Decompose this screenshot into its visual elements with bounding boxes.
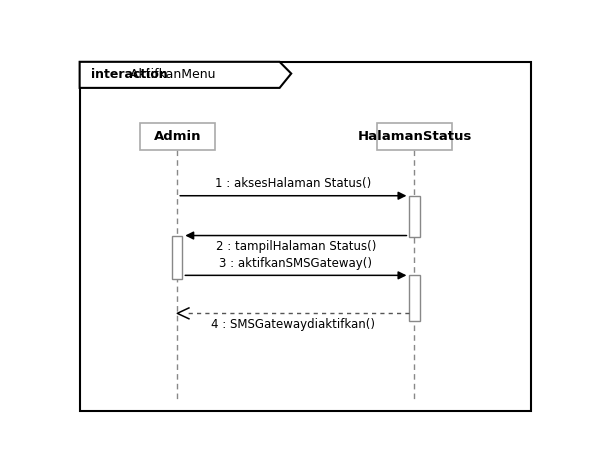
FancyBboxPatch shape — [172, 235, 182, 279]
Text: 3 : aktifkanSMSGateway(): 3 : aktifkanSMSGateway() — [220, 257, 373, 270]
FancyBboxPatch shape — [409, 196, 419, 237]
FancyBboxPatch shape — [80, 62, 531, 411]
Text: 2 : tampilHalaman Status(): 2 : tampilHalaman Status() — [215, 240, 376, 253]
Text: interaction: interaction — [91, 68, 168, 81]
Text: 1 : aksesHalaman Status(): 1 : aksesHalaman Status() — [215, 177, 371, 190]
FancyBboxPatch shape — [409, 275, 419, 321]
Text: Admin: Admin — [154, 130, 201, 143]
FancyBboxPatch shape — [377, 123, 452, 150]
Text: 4 : SMSGatewaydiaktifkan(): 4 : SMSGatewaydiaktifkan() — [211, 318, 376, 331]
Text: HalamanStatus: HalamanStatus — [357, 130, 472, 143]
Polygon shape — [80, 62, 291, 88]
FancyBboxPatch shape — [140, 123, 215, 150]
Text: AktifkanMenu: AktifkanMenu — [126, 68, 215, 81]
